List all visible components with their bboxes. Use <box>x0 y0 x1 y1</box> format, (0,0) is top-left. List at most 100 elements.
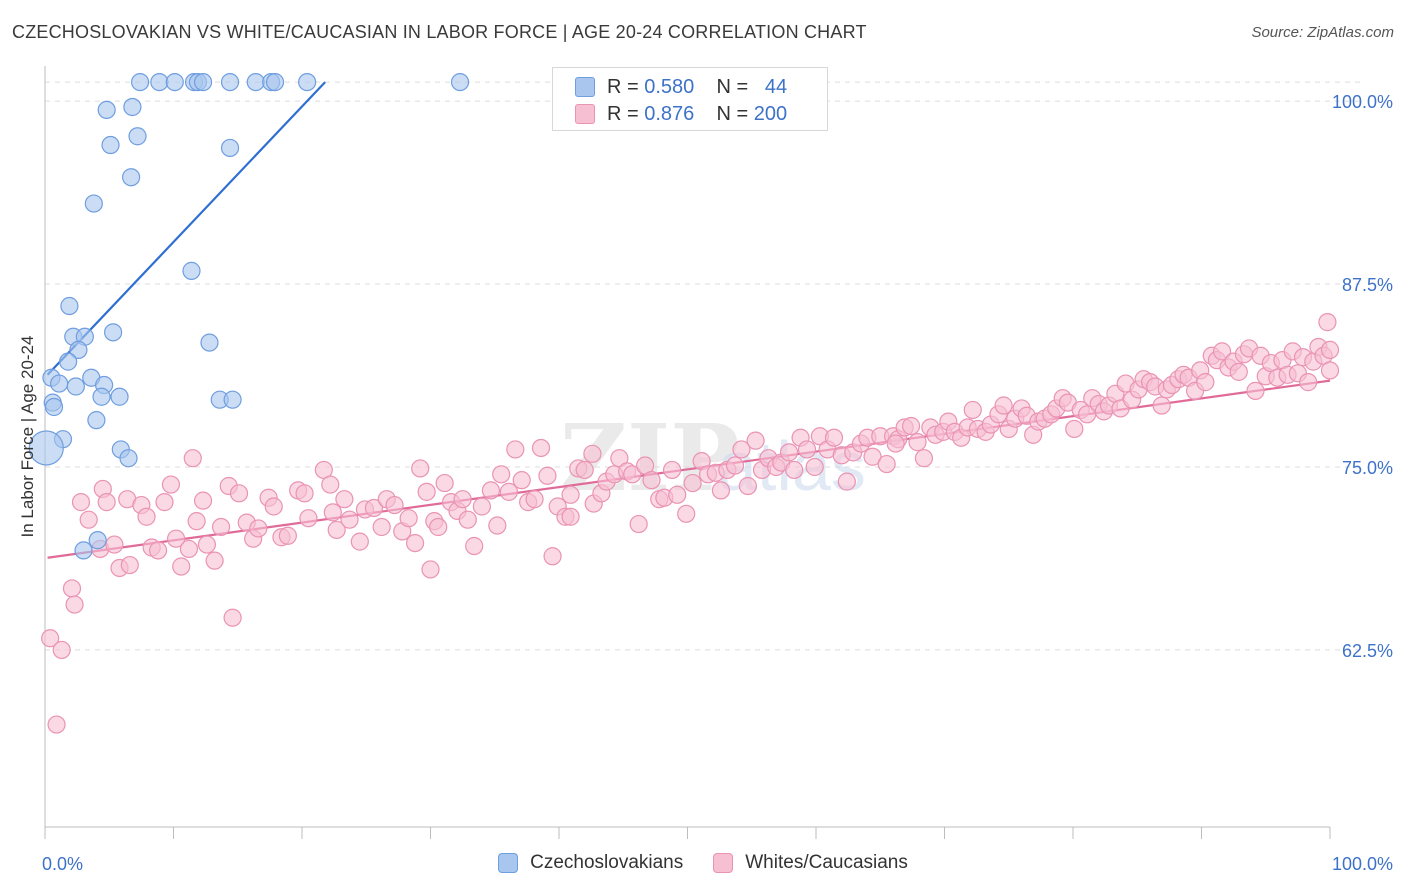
point-white-caucasian <box>629 514 648 534</box>
legend-r-value: 0.876 <box>644 102 695 125</box>
point-white-caucasian <box>137 507 156 526</box>
y-tick-label: 100.0% <box>1332 92 1393 112</box>
point-white-caucasian <box>561 485 580 504</box>
point-white-caucasian <box>79 510 98 529</box>
point-czechoslovakian <box>220 138 240 158</box>
point-czechoslovakian <box>130 72 150 92</box>
point-white-caucasian <box>543 547 562 566</box>
point-white-caucasian <box>327 520 346 540</box>
chart-title: CZECHOSLOVAKIAN VS WHITE/CAUCASIAN IN LA… <box>12 22 867 42</box>
point-white-caucasian <box>908 433 927 452</box>
point-white-caucasian <box>785 460 804 480</box>
point-white-caucasian <box>499 482 518 501</box>
point-czechoslovakian <box>121 168 141 187</box>
point-czechoslovakian <box>69 340 88 360</box>
series-legend: Czechoslovakians Whites/Caucasians <box>0 852 1406 874</box>
point-white-caucasian <box>458 510 477 529</box>
point-white-caucasian <box>335 490 354 509</box>
legend-n-value: 200 <box>753 102 788 125</box>
point-white-caucasian <box>399 509 418 528</box>
point-white-caucasian <box>732 440 751 459</box>
point-white-caucasian <box>538 466 557 485</box>
point-white-caucasian <box>1246 381 1265 400</box>
point-white-caucasian <box>506 440 525 459</box>
y-tick-label: 62.5% <box>1342 641 1393 661</box>
point-czechoslovakian <box>193 72 213 92</box>
point-white-caucasian <box>472 497 491 516</box>
point-white-caucasian <box>642 471 661 490</box>
point-white-caucasian <box>561 507 580 526</box>
point-czechoslovakian <box>97 100 116 120</box>
point-czechoslovakian <box>60 296 79 316</box>
legend-swatch-blue <box>498 853 519 873</box>
point-white-caucasian <box>824 428 844 447</box>
point-white-caucasian <box>1320 361 1340 380</box>
point-white-caucasian <box>453 490 472 509</box>
grid-lines <box>45 81 1360 651</box>
point-white-caucasian <box>1196 373 1215 392</box>
legend-swatch-pink <box>713 853 734 873</box>
point-white-caucasian <box>623 465 642 484</box>
point-czechoslovakian <box>119 449 138 468</box>
legend-r-value: 0.580 <box>644 75 695 98</box>
source-label: Source: ZipAtlas.com <box>1251 24 1394 41</box>
point-white-caucasian <box>211 517 231 537</box>
point-white-caucasian <box>161 475 181 494</box>
point-white-caucasian <box>779 443 799 462</box>
point-white-caucasian <box>512 471 531 490</box>
point-white-caucasian <box>797 440 817 459</box>
point-white-caucasian <box>405 533 425 553</box>
legend-item-whites[interactable]: Whites/Caucasians <box>713 852 908 874</box>
point-white-caucasian <box>583 444 602 463</box>
point-czechoslovakian <box>298 72 317 92</box>
legend-label-whites: Whites/Caucasians <box>745 852 908 873</box>
legend-item-czechoslovakians[interactable]: Czechoslovakians <box>498 852 683 874</box>
point-white-caucasian <box>837 472 856 491</box>
point-czechoslovakian <box>28 430 64 466</box>
legend-row-whites: R = 0.876 N = 200 <box>575 101 787 127</box>
point-white-caucasian <box>372 517 391 537</box>
point-czechoslovakian <box>88 531 107 550</box>
point-white-caucasian <box>187 512 206 531</box>
point-white-caucasian <box>1152 396 1171 415</box>
point-white-caucasian <box>677 504 696 523</box>
tick-labels: 62.5% 75.0% 87.5% 100.0% 0.0% 100.0% In Labor … <box>18 92 1393 874</box>
point-czechoslovakian <box>265 72 285 92</box>
point-czechoslovakian <box>128 127 147 146</box>
point-white-caucasian <box>863 447 882 466</box>
point-white-caucasian <box>148 541 168 560</box>
point-white-caucasian <box>492 465 511 484</box>
legend-n-label: N = <box>716 102 749 125</box>
point-czechoslovakian <box>74 541 93 560</box>
point-czechoslovakian <box>220 72 240 92</box>
point-white-caucasian <box>1065 419 1084 439</box>
y-tick-label: 87.5% <box>1342 275 1393 295</box>
point-white-caucasian <box>465 536 484 556</box>
point-white-caucasian <box>52 640 71 660</box>
point-czechoslovakian <box>182 261 201 280</box>
point-czechoslovakian <box>223 390 242 409</box>
point-white-caucasian <box>805 457 824 477</box>
point-white-caucasian <box>105 535 124 554</box>
point-czechoslovakian <box>200 333 219 352</box>
point-czechoslovakian <box>123 97 142 117</box>
point-white-caucasian <box>47 715 66 734</box>
point-white-caucasian <box>683 473 702 493</box>
point-white-caucasian <box>994 396 1013 415</box>
point-czechoslovakian <box>150 72 169 92</box>
point-white-caucasian <box>223 608 242 627</box>
point-white-caucasian <box>668 485 687 504</box>
point-white-caucasian <box>1299 373 1318 392</box>
point-white-caucasian <box>1320 340 1340 360</box>
legend-label-czechoslovakians: Czechoslovakians <box>530 852 684 873</box>
x-tick-label-max: 100.0% <box>1332 854 1393 874</box>
y-axis-label: In Labor Force | Age 20-24 <box>18 336 37 538</box>
point-white-caucasian <box>41 629 60 648</box>
point-czechoslovakian <box>450 72 470 92</box>
point-white-caucasian <box>249 519 268 538</box>
legend-r-label: R = <box>607 75 639 98</box>
point-czechoslovakian <box>92 387 111 406</box>
trend-line-czechoslovakians <box>46 81 326 376</box>
point-white-caucasian <box>364 498 384 518</box>
